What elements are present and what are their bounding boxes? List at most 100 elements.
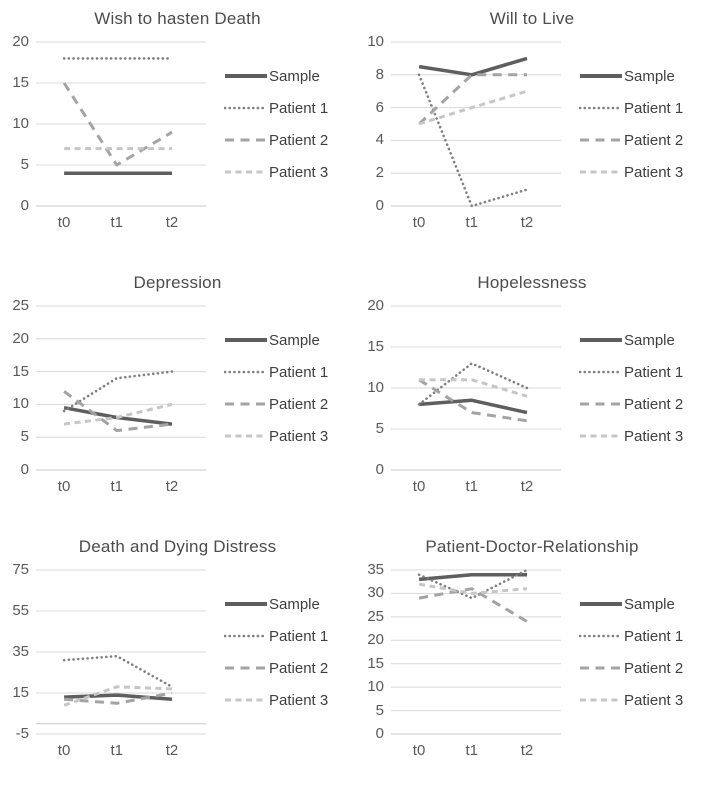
y-axis-tick-label: 8: [375, 65, 384, 83]
y-axis-tick-label: 15: [367, 654, 384, 672]
y-axis-tick-label: 4: [375, 131, 384, 149]
chart-body: 0 5 10 15 20 25 30 35 t0 t1 t2 Sample Patient 1 Patie…: [355, 562, 709, 760]
legend-line-swatch: [580, 666, 622, 670]
legend-line-swatch: [225, 170, 267, 174]
x-axis: t0 t1 t2: [36, 478, 206, 498]
y-axis-tick-label: 35: [12, 643, 29, 660]
x-axis-tick-label: t1: [110, 214, 124, 231]
y-axis-tick-label: 0: [375, 725, 384, 742]
series-line-patient-2: [63, 390, 173, 433]
legend-item-patient-1: Patient 1: [579, 625, 683, 648]
x-axis-tick-label: t0: [412, 742, 426, 759]
plot-area: [391, 305, 561, 471]
legend-line-swatch: [579, 370, 623, 374]
y-axis-tick-label: 5: [375, 420, 384, 437]
chart-panel-wish-to-hasten-death: Wish to hasten Death 0 5 10 15 20 t0 t1 t2 Sample…: [0, 0, 355, 264]
legend-label: Patient 2: [269, 395, 329, 413]
chart-title: Wish to hasten Death: [94, 9, 261, 28]
x-axis: t0 t1 t2: [391, 478, 561, 498]
y-axis: 0 5 10 15 20: [357, 298, 391, 478]
series-line-patient-2: [63, 691, 173, 705]
y-axis: 0 5 10 15 20: [2, 34, 36, 214]
y-axis-tick-label: 15: [367, 338, 384, 355]
legend-label: Patient 1: [269, 99, 329, 117]
legend-line-swatch: [579, 106, 623, 110]
y-axis-tick-label: 5: [20, 156, 29, 173]
legend-line-swatch: [580, 602, 622, 606]
legend-line-swatch: [225, 402, 267, 406]
legend-item-sample: Sample: [224, 593, 328, 616]
legend-label: Sample: [624, 331, 675, 349]
legend-line-swatch: [580, 434, 622, 438]
x-axis-tick-label: t0: [57, 742, 71, 759]
x-axis-tick-label: t2: [520, 478, 534, 495]
chart-panel-death-and-dying-distress: Death and Dying Distress -5 15 35 55 75 t0 t1 t2…: [0, 528, 355, 792]
legend-line-swatch: [225, 602, 267, 606]
y-axis-tick-label: 10: [12, 395, 29, 413]
chart-panel-hopelessness: Hopelessness 0 5 10 15 20 t0 t1 t2 Sample Patient …: [355, 264, 709, 528]
legend-item-patient-3: Patient 3: [224, 161, 328, 184]
legend-label: Patient 2: [269, 659, 329, 677]
legend-label: Patient 3: [269, 691, 329, 709]
series-line-patient-3: [63, 402, 173, 426]
legend-line-swatch: [224, 634, 268, 638]
chart-title: Hopelessness: [477, 273, 587, 292]
chart-title: Will to Live: [489, 9, 575, 28]
y-axis-tick-label: 25: [12, 297, 29, 314]
chart-body: 0 5 10 15 20 25 t0 t1 t2 Sample Patient 1 Patient 2…: [0, 298, 355, 496]
x-axis-tick-label: t0: [57, 214, 71, 231]
legend-line-swatch: [225, 666, 267, 670]
y-axis-tick-label: 10: [367, 33, 384, 50]
legend-item-patient-3: Patient 3: [579, 689, 683, 712]
series-line-sample: [64, 693, 173, 701]
legend: Sample Patient 1 Patient 2 Patient 3: [224, 65, 328, 184]
y-axis-tick-label: 25: [367, 607, 384, 625]
legend-line-swatch: [580, 402, 622, 406]
chart-title: Depression: [133, 273, 222, 292]
legend-label: Sample: [624, 595, 675, 613]
plot-area: [36, 569, 206, 735]
legend-label: Patient 1: [269, 363, 329, 381]
y-axis-tick-label: 10: [367, 678, 384, 696]
y-axis: -5 15 35 55 75: [2, 562, 36, 742]
legend-item-patient-2: Patient 2: [224, 393, 328, 416]
legend-label: Patient 1: [624, 627, 684, 645]
legend-item-patient-1: Patient 1: [579, 97, 683, 120]
y-axis-tick-label: 55: [12, 602, 29, 619]
series-line-patient-2: [418, 73, 527, 126]
series-line-patient-2: [62, 82, 173, 167]
legend: Sample Patient 1 Patient 2 Patient 3: [224, 593, 328, 712]
y-axis-tick-label: 20: [12, 33, 29, 50]
chart-body: 0 5 10 15 20 t0 t1 t2 Sample Patient 1 Patient 2 Pa…: [355, 298, 709, 496]
y-axis-tick-label: -5: [15, 725, 29, 742]
legend-label: Patient 2: [624, 659, 684, 677]
series-line-patient-1: [62, 370, 174, 413]
y-axis-tick-label: 15: [12, 684, 29, 701]
legend-item-patient-3: Patient 3: [579, 425, 683, 448]
legend-item-patient-2: Patient 2: [579, 393, 683, 416]
legend-label: Patient 1: [624, 363, 684, 381]
legend: Sample Patient 1 Patient 2 Patient 3: [579, 329, 683, 448]
x-axis-tick-label: t2: [520, 742, 534, 759]
y-axis-tick-label: 75: [12, 561, 29, 578]
y-axis-tick-label: 5: [20, 428, 29, 446]
legend-line-swatch: [580, 698, 622, 702]
x-axis-tick-label: t1: [465, 478, 479, 495]
plot-area: [36, 41, 206, 207]
legend-item-patient-3: Patient 3: [224, 689, 328, 712]
legend-item-sample: Sample: [579, 593, 683, 616]
x-axis: t0 t1 t2: [36, 742, 206, 762]
legend-item-patient-3: Patient 3: [579, 161, 683, 184]
y-axis-tick-label: 10: [12, 115, 29, 132]
legend-line-swatch: [225, 434, 267, 438]
legend-label: Patient 3: [269, 163, 329, 181]
x-axis-tick-label: t1: [465, 742, 479, 759]
legend-label: Patient 3: [269, 427, 329, 445]
legend: Sample Patient 1 Patient 2 Patient 3: [579, 593, 683, 712]
legend-item-sample: Sample: [224, 65, 328, 88]
legend-label: Patient 3: [624, 691, 684, 709]
x-axis-tick-label: t1: [465, 214, 479, 231]
legend-item-sample: Sample: [579, 329, 683, 352]
plot-area: [391, 568, 561, 735]
legend-item-patient-1: Patient 1: [224, 361, 328, 384]
